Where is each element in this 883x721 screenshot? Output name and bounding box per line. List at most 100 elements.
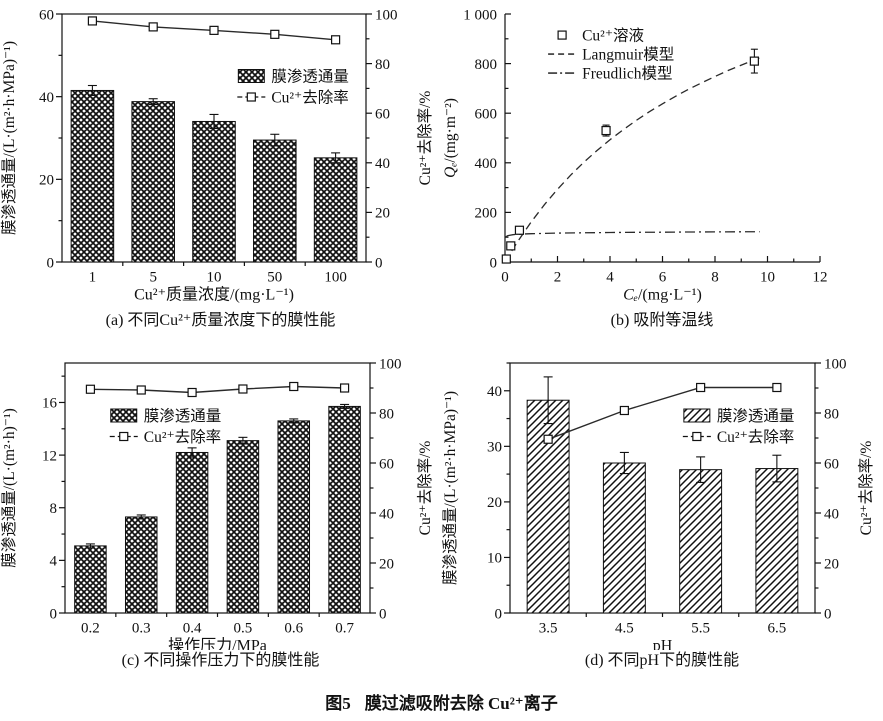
svg-text:0: 0 xyxy=(47,255,55,271)
svg-text:80: 80 xyxy=(375,57,390,73)
svg-text:100: 100 xyxy=(824,356,847,372)
bar-error-bars xyxy=(85,403,350,549)
svg-text:40: 40 xyxy=(375,156,390,172)
svg-text:膜渗透通量: 膜渗透通量 xyxy=(717,407,795,425)
svg-text:Qₑ/(mg·m⁻²): Qₑ/(mg·m⁻²) xyxy=(442,98,459,178)
svg-text:操作压力/MPa: 操作压力/MPa xyxy=(168,637,267,650)
svg-text:4.5: 4.5 xyxy=(615,620,634,636)
svg-text:4: 4 xyxy=(606,269,614,285)
svg-text:40: 40 xyxy=(39,90,54,106)
svg-text:膜渗透通量: 膜渗透通量 xyxy=(144,407,222,425)
legend: 膜渗透通量 Cu²⁺去除率 xyxy=(682,407,795,446)
svg-text:60: 60 xyxy=(375,106,390,122)
figure-caption-label: 图5 xyxy=(325,694,351,713)
svg-text:100: 100 xyxy=(379,356,402,372)
svg-text:100: 100 xyxy=(324,269,347,285)
svg-text:12: 12 xyxy=(42,448,57,464)
svg-text:1 000: 1 000 xyxy=(463,7,497,23)
chart-b-svg: 0 200 400 600 800 1 000 0 2 4 6 8 10 12 Cₑ/(mg·L⁻¹) Qₑ… xyxy=(442,7,828,304)
svg-text:Cu²⁺去除率: Cu²⁺去除率 xyxy=(717,428,794,446)
line-markers xyxy=(543,382,782,444)
svg-text:6: 6 xyxy=(659,269,667,285)
svg-text:Cu²⁺去除率/%: Cu²⁺去除率/% xyxy=(416,441,434,536)
svg-text:0: 0 xyxy=(375,255,383,271)
svg-text:80: 80 xyxy=(824,406,839,422)
svg-text:60: 60 xyxy=(39,7,54,23)
svg-text:40: 40 xyxy=(487,384,502,400)
subplot-b-cell: 0 200 400 600 800 1 000 0 2 4 6 8 10 12 Cₑ/(mg·L⁻¹) Qₑ… xyxy=(441,0,883,340)
svg-text:8: 8 xyxy=(711,269,719,285)
svg-text:20: 20 xyxy=(824,556,839,572)
svg-text:10: 10 xyxy=(760,269,775,285)
svg-text:5: 5 xyxy=(149,269,157,285)
curve-dashdot xyxy=(505,231,760,238)
curve-dashed xyxy=(504,57,760,263)
chart-d-svg: 0 10 20 30 40 0 20 40 60 80 100 Cu²⁺去除率/% 3.5 4.5 5.5 6… xyxy=(441,356,875,654)
svg-text:5.5: 5.5 xyxy=(691,620,710,636)
figure-grid: 0 20 40 60 0 20 40 60 80 100 Cu²⁺去除率/% 1 5 10 50 100 Cu²… xyxy=(0,0,883,680)
svg-text:Cu²⁺去除率/%: Cu²⁺去除率/% xyxy=(857,441,875,536)
svg-text:600: 600 xyxy=(475,106,498,122)
subplot-b-caption: (b) 吸附等温线 xyxy=(610,312,714,329)
svg-text:6.5: 6.5 xyxy=(768,620,787,636)
subplot-d-cell: 0 10 20 30 40 0 20 40 60 80 100 Cu²⁺去除率/% 3.5 4.5 5.5 6… xyxy=(441,340,883,680)
svg-text:20: 20 xyxy=(487,495,502,511)
svg-text:16: 16 xyxy=(42,396,58,412)
svg-text:0.3: 0.3 xyxy=(132,620,151,636)
svg-text:0: 0 xyxy=(490,255,498,271)
bars xyxy=(526,399,799,614)
svg-text:60: 60 xyxy=(379,456,394,472)
svg-text:Cₑ/(mg·L⁻¹): Cₑ/(mg·L⁻¹) xyxy=(623,287,702,304)
line-markers xyxy=(85,381,350,398)
figure-caption: 图5 膜过滤吸附去除 Cu²⁺离子 xyxy=(0,680,883,721)
svg-text:0: 0 xyxy=(50,606,58,622)
svg-text:膜渗透通量/(L·(m²·h·MPa)⁻¹): 膜渗透通量/(L·(m²·h·MPa)⁻¹) xyxy=(441,391,459,585)
svg-text:10: 10 xyxy=(207,269,222,285)
svg-text:80: 80 xyxy=(379,406,394,422)
subplot-c-cell: 0 4 8 12 16 0 20 40 60 80 100 Cu²⁺去除率/% 0.2 0.3 0.4 0.5… xyxy=(0,340,441,680)
svg-text:0: 0 xyxy=(501,269,509,285)
chart-d-canvas: 0 10 20 30 40 0 20 40 60 80 100 Cu²⁺去除率/% 3.5 4.5 5.5 6… xyxy=(441,340,882,654)
svg-text:膜渗透通量: 膜渗透通量 xyxy=(271,67,349,85)
svg-text:4: 4 xyxy=(50,554,58,570)
svg-text:400: 400 xyxy=(475,156,498,172)
scatter-points xyxy=(501,56,759,264)
svg-text:12: 12 xyxy=(813,269,828,285)
svg-text:800: 800 xyxy=(475,57,498,73)
svg-text:膜渗透通量/(L·(m²·h·MPa)⁻¹): 膜渗透通量/(L·(m²·h·MPa)⁻¹) xyxy=(0,41,18,235)
svg-text:0.4: 0.4 xyxy=(183,620,202,636)
svg-text:20: 20 xyxy=(39,173,54,189)
chart-a-canvas: 0 20 40 60 0 20 40 60 80 100 Cu²⁺去除率/% 1 5 10 50 100 Cu²… xyxy=(0,0,441,310)
removal-line xyxy=(547,386,777,440)
svg-text:40: 40 xyxy=(824,506,839,522)
svg-text:0.2: 0.2 xyxy=(81,620,100,636)
removal-line xyxy=(90,385,345,394)
svg-text:40: 40 xyxy=(379,506,394,522)
line-markers xyxy=(87,16,341,45)
chart-c-canvas: 0 4 8 12 16 0 20 40 60 80 100 Cu²⁺去除率/% 0.2 0.3 0.4 0.5… xyxy=(0,340,441,654)
svg-text:50: 50 xyxy=(267,269,282,285)
svg-text:10: 10 xyxy=(487,551,502,567)
svg-text:Cu²⁺质量浓度/(mg·L⁻¹): Cu²⁺质量浓度/(mg·L⁻¹) xyxy=(134,286,294,304)
svg-text:Cu²⁺去除率: Cu²⁺去除率 xyxy=(144,428,221,446)
svg-text:0: 0 xyxy=(379,606,387,622)
svg-text:30: 30 xyxy=(487,440,502,456)
svg-text:2: 2 xyxy=(554,269,562,285)
svg-text:60: 60 xyxy=(824,456,839,472)
svg-text:100: 100 xyxy=(375,7,398,23)
legend: 膜渗透通量 Cu²⁺去除率 xyxy=(109,407,222,446)
bar-error-bars xyxy=(87,84,341,164)
bar-error-bars xyxy=(543,376,782,483)
svg-text:0: 0 xyxy=(495,606,503,622)
svg-text:膜渗透通量/(L·(m²·h)⁻¹): 膜渗透通量/(L·(m²·h)⁻¹) xyxy=(0,408,18,568)
svg-text:0.7: 0.7 xyxy=(335,620,354,636)
svg-text:20: 20 xyxy=(375,206,390,222)
figure-caption-text: 膜过滤吸附去除 Cu²⁺离子 xyxy=(364,694,558,713)
svg-text:Cu²⁺溶液: Cu²⁺溶液 xyxy=(582,27,644,45)
subplot-a-cell: 0 20 40 60 0 20 40 60 80 100 Cu²⁺去除率/% 1 5 10 50 100 Cu²… xyxy=(0,0,441,340)
svg-text:3.5: 3.5 xyxy=(539,620,558,636)
svg-text:0.5: 0.5 xyxy=(234,620,253,636)
subplot-c-caption: (c) 不同操作压力下的膜性能 xyxy=(121,652,320,669)
svg-text:Cu²⁺去除率: Cu²⁺去除率 xyxy=(271,88,348,106)
